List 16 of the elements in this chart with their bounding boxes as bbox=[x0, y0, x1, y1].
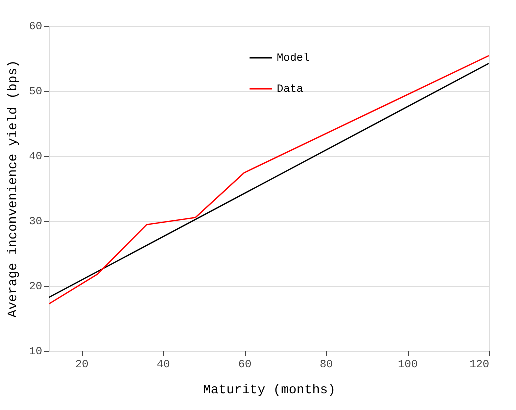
y-tick-label: 40 bbox=[29, 152, 42, 164]
x-tick-label: 40 bbox=[156, 360, 170, 372]
y-tick-label: 50 bbox=[29, 86, 42, 98]
x-tick-label: 80 bbox=[320, 360, 334, 372]
y-tick-label: 10 bbox=[29, 346, 42, 358]
x-tick-label: 100 bbox=[398, 360, 418, 372]
y-tick-label: 20 bbox=[29, 282, 42, 294]
x-tick-label: 120 bbox=[470, 360, 490, 372]
x-tick-label: 60 bbox=[238, 360, 252, 372]
y-tick-label: 60 bbox=[29, 22, 42, 34]
y-tick-label: 30 bbox=[29, 216, 42, 228]
legend-label: Model bbox=[277, 53, 310, 65]
x-axis-title: Maturity (months) bbox=[203, 382, 336, 398]
legend-label: Data bbox=[277, 84, 304, 96]
y-axis-title: Average inconvenience yield (bps) bbox=[5, 60, 20, 318]
x-tick-label: 20 bbox=[75, 360, 89, 372]
